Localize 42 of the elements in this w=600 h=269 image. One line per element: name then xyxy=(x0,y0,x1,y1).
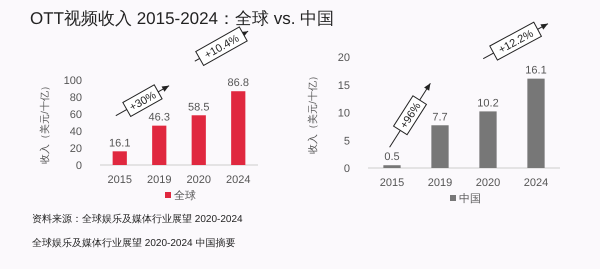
y-tick-label: 80 xyxy=(70,92,82,104)
bar xyxy=(479,111,497,168)
bar xyxy=(231,91,246,165)
data-label: 0.5 xyxy=(384,151,400,164)
annotation: +30% xyxy=(128,89,158,114)
bar xyxy=(383,165,401,168)
y-tick-label: 0 xyxy=(344,163,350,175)
y-axis-title: 收入（美元/十亿） xyxy=(39,81,51,164)
y-tick-label: 60 xyxy=(70,109,82,121)
y-tick-label: 5 xyxy=(344,135,350,148)
x-tick-label: 2020 xyxy=(186,174,211,186)
y-tick-label: 15 xyxy=(338,80,350,92)
data-label: 7.7 xyxy=(432,111,448,124)
x-tick-label: 2015 xyxy=(380,177,404,189)
bar xyxy=(112,151,127,165)
x-tick-label: 2015 xyxy=(108,174,132,186)
y-tick-label: 100 xyxy=(64,75,82,87)
data-label: 86.8 xyxy=(228,77,249,90)
y-tick-label: 20 xyxy=(70,143,82,155)
data-label: 16.1 xyxy=(525,64,547,77)
bar xyxy=(431,125,449,168)
x-tick-label: 2019 xyxy=(147,174,172,186)
data-label: 16.1 xyxy=(109,137,130,150)
y-tick-label: 10 xyxy=(338,108,350,120)
legend-label: 中国 xyxy=(459,192,481,205)
bar xyxy=(527,78,545,168)
x-tick-label: 2019 xyxy=(428,177,452,189)
y-tick-label: 0 xyxy=(76,160,82,172)
x-tick-label: 2024 xyxy=(524,177,548,189)
data-label: 10.2 xyxy=(477,97,499,110)
x-tick-label: 2024 xyxy=(226,174,250,186)
bar xyxy=(192,115,206,165)
y-tick-label: 40 xyxy=(70,126,82,138)
y-axis-title: 收入（美元/十亿） xyxy=(307,71,319,154)
legend-label: 全球 xyxy=(174,189,196,202)
bar xyxy=(152,126,166,165)
chart-title: OTT视频收入 2015-2024：全球 vs. 中国 xyxy=(30,9,334,28)
text: 全球娱乐及媒体行业展望 2020-2024 中国摘要 xyxy=(32,237,236,249)
text: 资料来源：全球娱乐及媒体行业展望 2020-2024 xyxy=(32,213,244,225)
data-label: 58.5 xyxy=(188,101,210,114)
y-tick-label: 20 xyxy=(338,52,350,64)
x-tick-label: 2020 xyxy=(476,177,500,189)
